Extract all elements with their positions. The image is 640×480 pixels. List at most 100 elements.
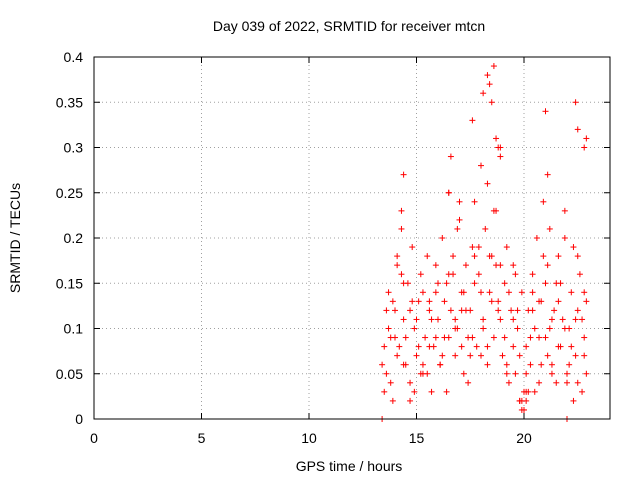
data-point-marker xyxy=(540,253,547,260)
data-point-marker xyxy=(544,171,551,178)
data-point-marker xyxy=(452,316,459,323)
data-point-marker xyxy=(583,135,590,142)
data-point-marker xyxy=(482,225,489,232)
data-point-marker xyxy=(542,108,549,115)
data-point-marker xyxy=(471,253,478,260)
data-point-marker xyxy=(512,370,519,377)
data-point-marker xyxy=(443,388,450,395)
data-point-marker xyxy=(561,325,568,332)
data-point-marker xyxy=(469,334,476,341)
data-point-marker xyxy=(488,99,495,106)
data-point-marker xyxy=(396,343,403,350)
data-point-marker xyxy=(540,198,547,205)
data-point-marker xyxy=(400,316,407,323)
data-point-marker xyxy=(445,334,452,341)
data-point-marker xyxy=(495,144,502,151)
data-point-marker xyxy=(480,325,487,332)
data-point-marker xyxy=(415,343,422,350)
data-point-marker xyxy=(576,271,583,278)
data-point-marker xyxy=(484,361,491,368)
data-point-marker xyxy=(497,153,504,160)
data-point-marker xyxy=(462,262,469,269)
x-tick-label: 15 xyxy=(409,430,425,446)
data-point-marker xyxy=(486,289,493,296)
x-axis-label: GPS time / hours xyxy=(296,458,403,474)
data-point-marker xyxy=(394,352,401,359)
data-point-marker xyxy=(392,334,398,341)
data-point-marker xyxy=(432,334,439,341)
data-point-marker xyxy=(469,244,476,251)
data-point-marker xyxy=(460,370,467,377)
data-point-marker xyxy=(486,253,493,260)
data-point-marker xyxy=(568,343,575,350)
y-tick-label: 0.35 xyxy=(56,94,83,110)
data-point-marker xyxy=(497,316,504,323)
data-point-marker xyxy=(435,280,441,287)
data-point-marker xyxy=(546,325,553,332)
data-point-marker xyxy=(400,361,407,368)
y-tick-label: 0.1 xyxy=(64,321,84,337)
data-points xyxy=(379,63,590,422)
data-point-marker xyxy=(439,352,446,359)
data-point-marker xyxy=(478,289,484,296)
data-point-marker xyxy=(533,235,540,241)
data-point-marker xyxy=(503,244,510,251)
data-point-marker xyxy=(426,343,433,350)
data-point-marker xyxy=(553,379,560,386)
data-point-marker xyxy=(394,262,401,269)
data-point-marker xyxy=(458,307,465,314)
data-point-marker xyxy=(394,253,401,260)
data-point-marker xyxy=(447,153,454,160)
data-point-marker xyxy=(381,343,388,350)
data-point-marker xyxy=(432,262,439,269)
data-point-marker xyxy=(523,343,530,350)
data-point-marker xyxy=(568,289,575,296)
data-point-marker xyxy=(564,370,570,377)
data-point-marker xyxy=(503,370,510,377)
data-point-marker xyxy=(443,280,450,287)
data-point-marker xyxy=(572,99,579,106)
data-point-marker xyxy=(572,316,579,323)
data-point-marker xyxy=(544,262,551,269)
y-tick-label: 0.25 xyxy=(56,185,83,201)
data-point-marker xyxy=(402,334,409,341)
data-point-marker xyxy=(572,352,579,359)
data-point-marker xyxy=(458,343,465,350)
data-point-marker xyxy=(484,343,491,350)
data-point-marker xyxy=(454,225,461,232)
data-point-marker xyxy=(398,271,405,278)
data-point-marker xyxy=(574,253,581,260)
data-point-marker xyxy=(460,289,467,296)
data-point-marker xyxy=(490,63,497,70)
x-tick-label: 20 xyxy=(516,430,532,446)
data-point-marker xyxy=(531,325,538,332)
data-point-marker xyxy=(426,307,433,314)
data-point-marker xyxy=(488,298,495,305)
data-point-marker xyxy=(387,379,394,386)
data-point-marker xyxy=(527,361,534,368)
data-point-marker xyxy=(439,235,446,241)
data-point-marker xyxy=(529,289,536,296)
data-point-marker xyxy=(531,388,538,395)
data-point-marker xyxy=(435,316,441,323)
y-tick-label: 0.3 xyxy=(64,140,84,156)
data-point-marker xyxy=(574,126,581,133)
data-point-marker xyxy=(385,289,392,296)
data-point-marker xyxy=(411,325,418,332)
data-point-marker xyxy=(561,207,568,214)
data-point-marker xyxy=(389,298,396,305)
axis-ticks: 0 5 10 15 20 0 0.05 0.1 0.15 0.2 0.25 0.3 0.35 0.4 xyxy=(56,49,610,446)
data-point-marker xyxy=(473,343,480,350)
data-point-marker xyxy=(503,361,510,368)
data-point-marker xyxy=(389,397,396,404)
data-point-marker xyxy=(529,271,536,278)
data-point-marker xyxy=(581,352,588,359)
x-tick-label: 0 xyxy=(90,430,98,446)
data-point-marker xyxy=(484,180,491,187)
data-point-marker xyxy=(413,316,420,323)
data-point-marker xyxy=(465,379,472,386)
data-point-marker xyxy=(445,271,452,278)
data-point-marker xyxy=(581,144,588,151)
data-point-marker xyxy=(570,244,577,251)
